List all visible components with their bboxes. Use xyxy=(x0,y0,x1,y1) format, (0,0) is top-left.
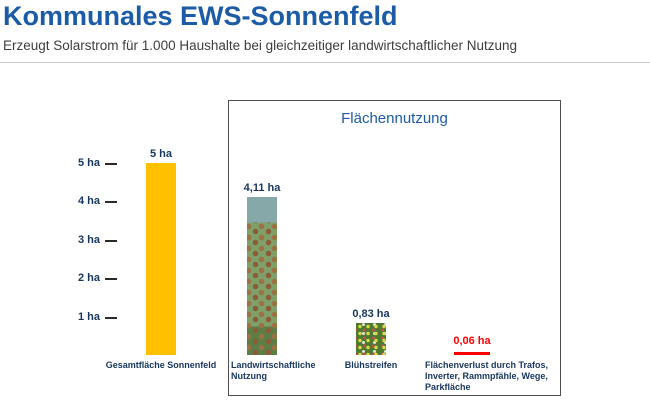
y-axis-tick: 1 ha xyxy=(58,311,117,323)
bar-value-label: 4,11 ha xyxy=(243,182,281,194)
bar-landwirtschaft: 4,11 ha xyxy=(244,182,280,355)
bar-value-label: 0,06 ha xyxy=(453,335,491,347)
header-divider xyxy=(0,62,650,63)
chart-inner-title: Flächennutzung xyxy=(341,110,448,127)
category-label-landwirtschaft: Landwirtschaftliche Nutzung xyxy=(231,360,316,381)
page-subtitle: Erzeugt Solarstrom für 1.000 Haushalte b… xyxy=(3,38,518,53)
bar-rect-total xyxy=(146,163,176,355)
y-axis-tick: 4 ha xyxy=(58,195,117,207)
category-label-gesamtflaeche: Gesamtfläche Sonnenfeld xyxy=(105,360,217,370)
flaechennutzung-box: Flächennutzung xyxy=(228,100,561,396)
bar-gesamtflaeche: 5 ha xyxy=(146,148,176,355)
category-label-flaechenverlust: Flächenverlust durch Trafos, Inverter, R… xyxy=(425,360,549,392)
bar-rect-agriculture-photo xyxy=(247,197,277,355)
bar-bluehstreifen: 0,83 ha xyxy=(352,308,390,355)
y-axis-tick: 3 ha xyxy=(58,234,117,246)
bar-value-label: 0,83 ha xyxy=(352,308,390,320)
bar-rect-flowers-photo xyxy=(356,323,386,355)
bar-value-label: 5 ha xyxy=(149,148,172,160)
category-label-bluehstreifen: Blühstreifen xyxy=(344,360,398,370)
bar-rect-loss xyxy=(454,352,490,355)
page-title: Kommunales EWS-Sonnenfeld xyxy=(3,1,398,31)
y-axis-tick: 2 ha xyxy=(58,272,117,284)
bar-flaechenverlust: 0,06 ha xyxy=(452,335,492,355)
y-axis-tick: 5 ha xyxy=(58,157,117,169)
